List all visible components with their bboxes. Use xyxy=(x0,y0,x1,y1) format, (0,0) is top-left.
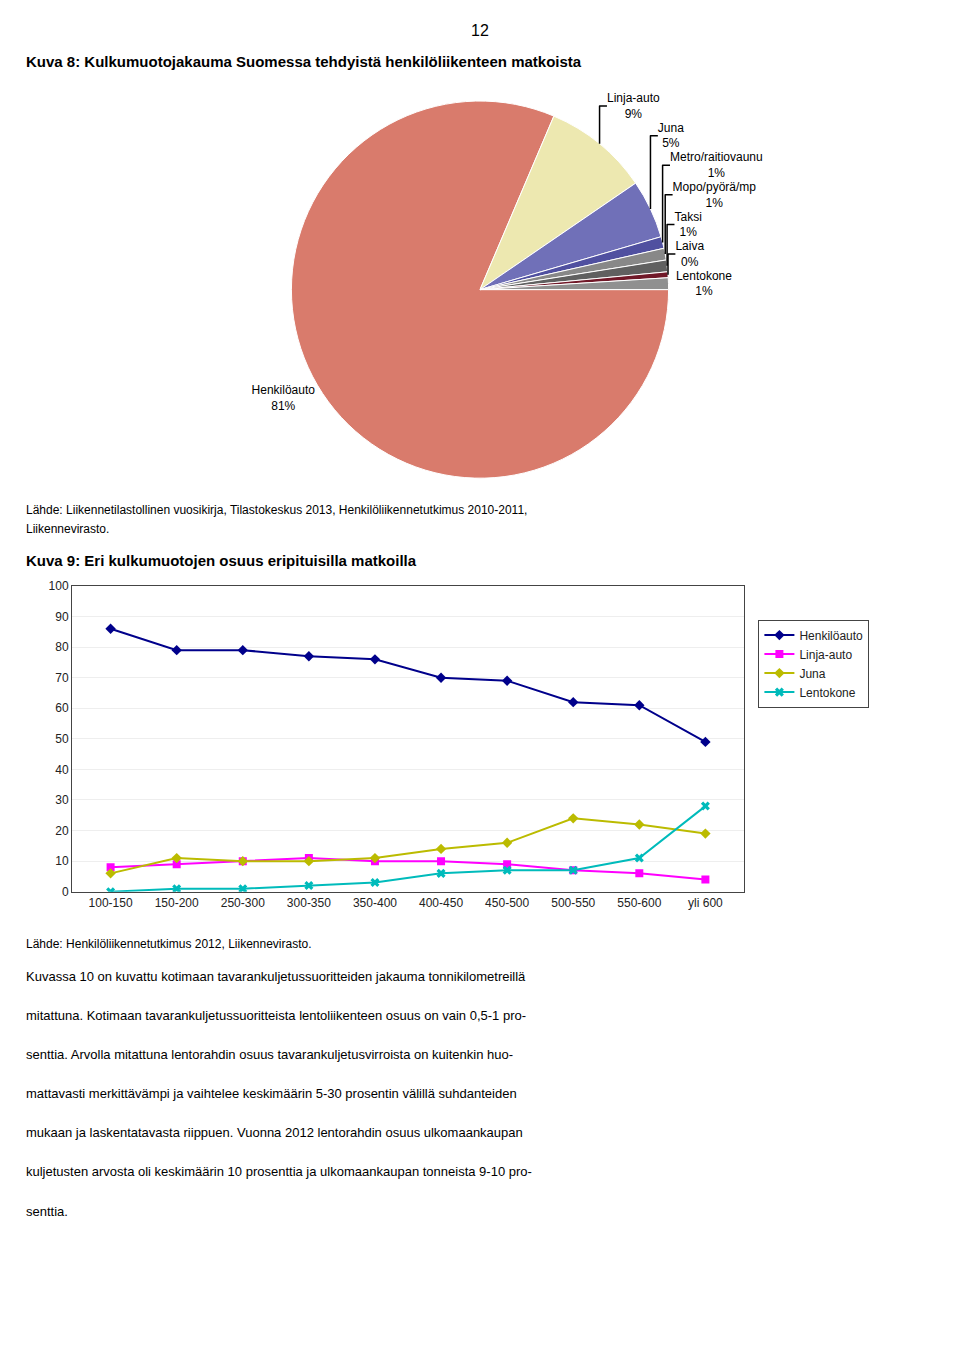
svg-text:Liikennevirasto.: Liikennevirasto. xyxy=(26,522,109,536)
svg-text:100-150: 100-150 xyxy=(89,896,133,910)
svg-text:60: 60 xyxy=(55,701,69,715)
svg-text:550-600: 550-600 xyxy=(617,896,661,910)
svg-text:350-400: 350-400 xyxy=(353,896,397,910)
svg-text:Mopo/pyörä/mp1%: Mopo/pyörä/mp1% xyxy=(673,180,757,210)
svg-text:Henkilöauto81%: Henkilöauto81% xyxy=(252,383,316,413)
svg-text:Linja-auto9%: Linja-auto9% xyxy=(607,91,660,121)
svg-text:Kuvassa 10 on kuvattu kotimaan: Kuvassa 10 on kuvattu kotimaan tavaranku… xyxy=(26,969,526,984)
svg-text:Taksi1%: Taksi1% xyxy=(674,210,701,240)
svg-text:90: 90 xyxy=(55,610,69,624)
svg-text:mattavasti merkittävämpi ja va: mattavasti merkittävämpi ja vaihtelee ke… xyxy=(26,1086,517,1101)
svg-text:mitattuna. Kotimaan tavarankul: mitattuna. Kotimaan tavarankuljetussuori… xyxy=(26,1008,526,1023)
svg-text:Kuva 9: Eri kulkumuotojen osuu: Kuva 9: Eri kulkumuotojen osuus eripitui… xyxy=(26,552,417,569)
svg-text:Lähde: Henkilöliikennetutkimus: Lähde: Henkilöliikennetutkimus 2012, Lii… xyxy=(26,937,312,951)
svg-text:50: 50 xyxy=(55,732,69,746)
svg-text:senttia. Arvolla mitattuna len: senttia. Arvolla mitattuna lentorahdin o… xyxy=(26,1047,513,1062)
svg-text:150-200: 150-200 xyxy=(155,896,199,910)
svg-text:Lähde: Liikennetilastollinen v: Lähde: Liikennetilastollinen vuosikirja,… xyxy=(26,503,527,517)
svg-text:400-450: 400-450 xyxy=(419,896,463,910)
svg-text:450-500: 450-500 xyxy=(485,896,529,910)
svg-text:kuljetusten arvosta oli keskim: kuljetusten arvosta oli keskimäärin 10 p… xyxy=(26,1164,532,1179)
svg-text:500-550: 500-550 xyxy=(551,896,595,910)
svg-text:0: 0 xyxy=(62,885,69,899)
svg-text:80: 80 xyxy=(55,640,69,654)
svg-text:30: 30 xyxy=(55,793,69,807)
svg-text:100: 100 xyxy=(49,579,69,593)
svg-text:10: 10 xyxy=(55,854,69,868)
svg-text:senttia.: senttia. xyxy=(26,1204,68,1219)
svg-text:Laiva0%: Laiva0% xyxy=(675,239,704,269)
svg-text:70: 70 xyxy=(55,671,69,685)
svg-text:Linja-auto: Linja-auto xyxy=(799,648,852,662)
svg-text:250-300: 250-300 xyxy=(221,896,265,910)
svg-text:Lentokone1%: Lentokone1% xyxy=(676,269,732,299)
svg-text:40: 40 xyxy=(55,763,69,777)
svg-text:20: 20 xyxy=(55,824,69,838)
svg-text:Kuva 8: Kulkumuotojakauma Suom: Kuva 8: Kulkumuotojakauma Suomessa tehdy… xyxy=(26,53,582,70)
svg-text:12: 12 xyxy=(471,22,489,39)
svg-text:Henkilöauto: Henkilöauto xyxy=(799,629,863,643)
svg-text:Juna: Juna xyxy=(799,667,825,681)
svg-text:300-350: 300-350 xyxy=(287,896,331,910)
svg-text:Metro/raitiovaunu1%: Metro/raitiovaunu1% xyxy=(670,150,763,180)
svg-text:yli 600: yli 600 xyxy=(688,896,723,910)
svg-text:Juna5%: Juna5% xyxy=(658,121,684,151)
svg-text:mukaan ja laskentatavasta riip: mukaan ja laskentatavasta riippuen. Vuon… xyxy=(26,1125,523,1140)
svg-text:Lentokone: Lentokone xyxy=(799,686,855,700)
